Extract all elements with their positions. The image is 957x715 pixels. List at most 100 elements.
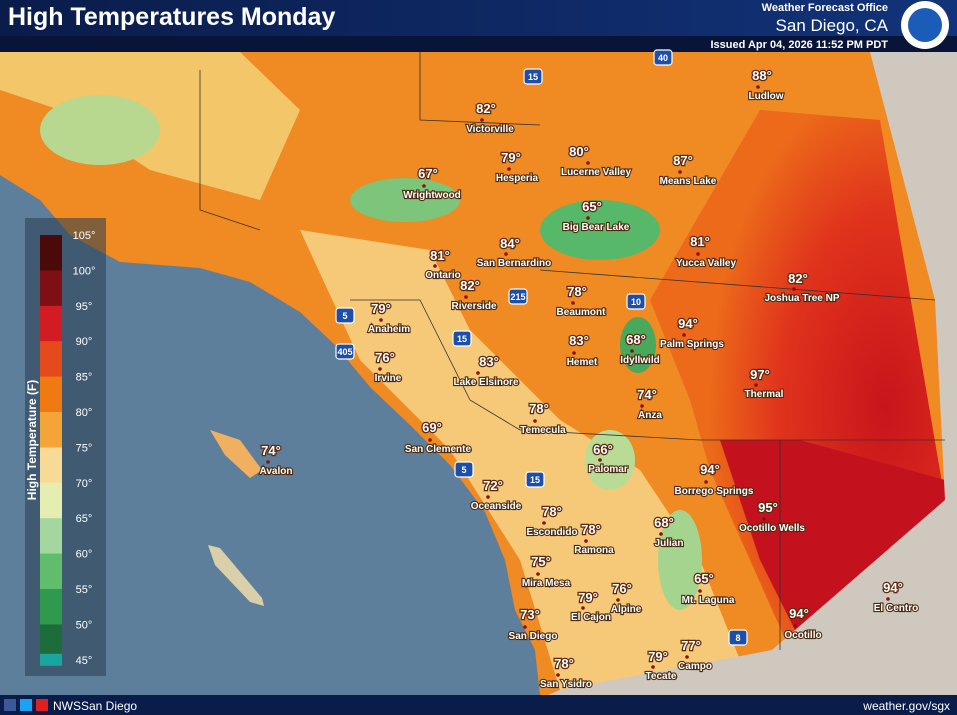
legend-swatch [40, 447, 62, 484]
legend-swatch [40, 518, 62, 555]
city-temp: 82° [788, 271, 808, 286]
nws-logo-inner [908, 8, 942, 42]
county-lines [199, 52, 945, 650]
highway-number: 8 [735, 633, 740, 643]
city-name: Alpine [611, 604, 642, 615]
city-temp: 94° [700, 462, 720, 477]
city-name: Idyllwild [620, 355, 659, 366]
legend-tick-label: 95° [76, 301, 93, 313]
legend-swatch [40, 412, 62, 448]
zone-cool [585, 430, 635, 490]
city-marker [586, 161, 590, 165]
highway-number: 215 [510, 292, 525, 302]
highway-number: 5 [342, 311, 347, 321]
highway-shield [626, 293, 646, 310]
highway-shield [454, 461, 474, 478]
city-marker [572, 351, 576, 355]
legend-tick-label: 80° [76, 407, 93, 419]
legend-swatch [40, 235, 62, 271]
legend-tick-label: 65° [76, 513, 93, 525]
city-name: Palm Springs [660, 339, 724, 350]
city-name: Beaumont [557, 307, 607, 318]
city-temp: 84° [500, 236, 520, 251]
city-name: Lake Elsinore [453, 377, 518, 388]
city-temp: 65° [582, 199, 602, 214]
city-temp: 74° [261, 443, 281, 458]
legend-tick-label: 105° [73, 230, 96, 242]
city-temp: 76° [612, 581, 632, 596]
highway-number: 5 [461, 465, 466, 475]
city-name: Irvine [375, 373, 402, 384]
city-temp: 78° [581, 522, 601, 537]
highway-shield [653, 49, 673, 66]
city-name: Big Bear Lake [563, 222, 630, 233]
city-name: San Ysidro [540, 679, 592, 690]
city-name: Mt. Laguna [682, 595, 735, 606]
legend-swatch [40, 653, 62, 666]
city-marker [464, 295, 468, 299]
city-name: Lucerne Valley [561, 167, 631, 178]
city-marker [659, 532, 663, 536]
website: weather.gov/sgx [862, 699, 950, 713]
city-marker [886, 597, 890, 601]
legend-tick-label: 85° [76, 372, 93, 384]
facebook-icon[interactable] [4, 699, 16, 711]
island [208, 545, 264, 606]
city-marker [682, 333, 686, 337]
outside-area [548, 52, 957, 695]
legend-swatch [40, 589, 62, 625]
city-marker [586, 216, 590, 220]
title: High Temperatures Monday [8, 3, 335, 31]
legend-tick-label: 60° [76, 549, 93, 561]
city-name: Avalon [260, 466, 293, 477]
legend-box [25, 218, 106, 676]
city-name: Hesperia [496, 173, 539, 184]
city-name: Temecula [520, 425, 566, 436]
highway-number: 40 [658, 53, 668, 63]
city-temp: 69° [422, 420, 442, 435]
legend-swatch [40, 376, 62, 413]
city-name: San Bernardino [477, 258, 551, 269]
city-temp: 79° [648, 649, 668, 664]
youtube-icon[interactable] [36, 699, 48, 711]
city-name: Palomar [588, 464, 628, 475]
city-temp: 78° [567, 284, 587, 299]
city-name: Ocotillo [784, 630, 821, 641]
city-name: El Centro [874, 603, 918, 614]
city-name: Campo [678, 661, 712, 672]
highway-number: 15 [530, 475, 540, 485]
city-marker [792, 287, 796, 291]
city-temp: 68° [654, 515, 674, 530]
city-marker [630, 349, 634, 353]
city-name: Oceanside [471, 501, 522, 512]
city-name: Julian [655, 538, 684, 549]
legend-tick-label: 70° [76, 478, 93, 490]
city-temp: 81° [690, 234, 710, 249]
city-temp: 68° [626, 332, 646, 347]
twitter-icon[interactable] [20, 699, 32, 711]
city-marker [640, 404, 644, 408]
zone-cool [540, 200, 660, 260]
city-temp: 79° [501, 150, 521, 165]
city-temp: 66° [593, 442, 613, 457]
legend-tick-label: 90° [76, 336, 93, 348]
city-marker [428, 438, 432, 442]
city-marker [422, 184, 426, 188]
zone-cool [620, 317, 656, 373]
city-temp: 78° [554, 656, 574, 671]
city-name: Anaheim [368, 324, 410, 335]
zone-mild [300, 230, 740, 690]
city-temp: 67° [418, 166, 438, 181]
city-marker [584, 539, 588, 543]
city-name: Borrego Springs [675, 486, 754, 497]
city-name: Riverside [451, 301, 496, 312]
highway-shield [728, 629, 748, 646]
highway-shield [508, 288, 528, 305]
island [210, 430, 262, 478]
city-temp: 88° [752, 68, 772, 83]
city-name: Ramona [574, 545, 614, 556]
legend-title: High Temperature (F) [25, 380, 39, 500]
legend-swatch [40, 341, 62, 378]
footer-bar [0, 695, 957, 715]
